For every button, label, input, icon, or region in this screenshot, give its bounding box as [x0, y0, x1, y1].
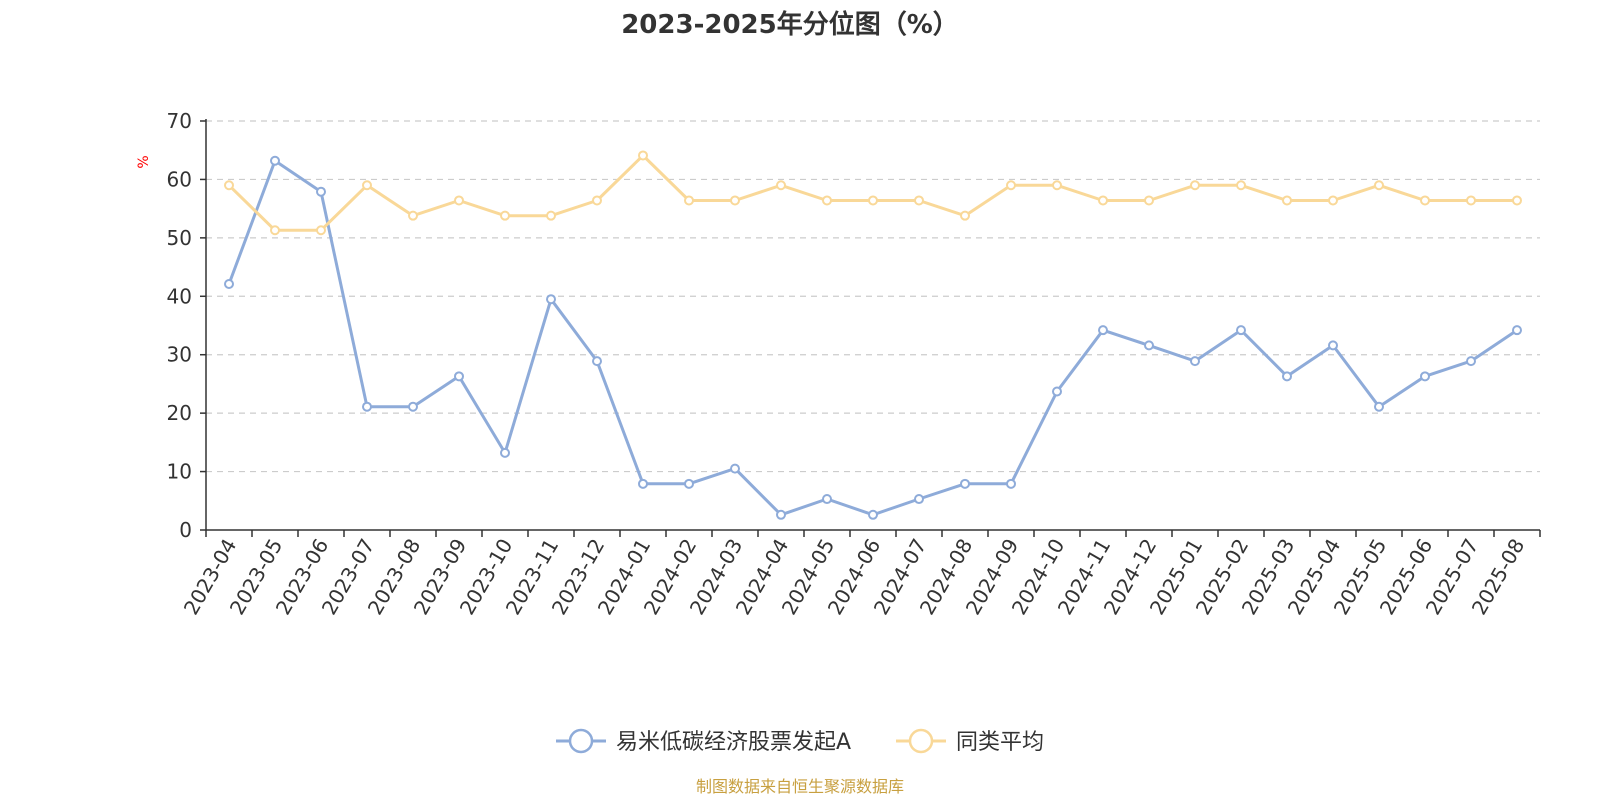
data-point[interactable]: [960, 478, 970, 489]
legend-label: 同类平均: [956, 730, 1044, 755]
chart-title: 2023-2025年分位图（%）: [621, 9, 959, 40]
data-point[interactable]: [1328, 340, 1338, 351]
legend[interactable]: 易米低碳经济股票发起A 同类平均: [556, 728, 1044, 755]
series-line: [227, 154, 1519, 232]
data-point[interactable]: [592, 195, 602, 206]
axes: 0102030405060702023-042023-052023-062023…: [167, 109, 1541, 619]
data-point[interactable]: [1144, 195, 1154, 206]
series-2: [224, 150, 1522, 236]
data-point[interactable]: [684, 478, 694, 489]
y-axis-unit-label: %: [136, 155, 152, 168]
data-point[interactable]: [454, 371, 464, 382]
y-tick-label: 40: [167, 284, 192, 308]
data-point[interactable]: [270, 225, 280, 236]
data-point[interactable]: [822, 494, 832, 505]
data-point[interactable]: [1466, 356, 1476, 367]
data-point[interactable]: [1420, 195, 1430, 206]
data-point[interactable]: [500, 210, 510, 221]
data-point[interactable]: [270, 155, 280, 166]
data-source-note: 制图数据来自恒生聚源数据库: [696, 777, 904, 796]
data-point[interactable]: [1420, 371, 1430, 382]
data-point[interactable]: [868, 195, 878, 206]
data-point[interactable]: [362, 401, 372, 412]
data-point[interactable]: [914, 494, 924, 505]
data-point[interactable]: [316, 186, 326, 197]
data-point[interactable]: [1236, 325, 1246, 336]
y-tick-label: 50: [167, 226, 192, 250]
data-point[interactable]: [316, 225, 326, 236]
data-point[interactable]: [224, 180, 234, 191]
data-point[interactable]: [822, 195, 832, 206]
y-tick-label: 20: [167, 401, 192, 425]
series-1: [224, 155, 1522, 520]
data-point[interactable]: [454, 195, 464, 206]
data-point[interactable]: [224, 279, 234, 290]
data-point[interactable]: [1236, 180, 1246, 191]
data-point[interactable]: [914, 195, 924, 206]
data-point[interactable]: [546, 294, 556, 305]
y-tick-label: 70: [167, 109, 192, 133]
data-point[interactable]: [1512, 195, 1522, 206]
legend-marker-icon: [908, 728, 934, 754]
legend-item-1[interactable]: 易米低碳经济股票发起A: [556, 728, 851, 755]
data-point[interactable]: [730, 195, 740, 206]
data-point[interactable]: [776, 180, 786, 191]
data-point[interactable]: [1006, 478, 1016, 489]
data-point[interactable]: [1190, 356, 1200, 367]
data-point[interactable]: [638, 478, 648, 489]
series-lines: [224, 150, 1522, 520]
data-point[interactable]: [408, 210, 418, 221]
y-tick-label: 10: [167, 460, 192, 484]
data-point[interactable]: [960, 210, 970, 221]
legend-marker-icon: [568, 728, 594, 754]
data-point[interactable]: [1098, 195, 1108, 206]
data-point[interactable]: [1282, 195, 1292, 206]
data-point[interactable]: [1052, 180, 1062, 191]
data-point[interactable]: [408, 401, 418, 412]
y-tick-label: 60: [167, 167, 192, 191]
data-point[interactable]: [730, 463, 740, 474]
data-point[interactable]: [592, 356, 602, 367]
data-point[interactable]: [868, 509, 878, 520]
data-point[interactable]: [1282, 371, 1292, 382]
data-point[interactable]: [1512, 325, 1522, 336]
data-point[interactable]: [776, 509, 786, 520]
data-point[interactable]: [1190, 180, 1200, 191]
data-point[interactable]: [1374, 401, 1384, 412]
data-point[interactable]: [1374, 180, 1384, 191]
legend-item-2[interactable]: 同类平均: [896, 728, 1044, 755]
data-point[interactable]: [546, 210, 556, 221]
data-point[interactable]: [1328, 195, 1338, 206]
data-point[interactable]: [1098, 325, 1108, 336]
data-point[interactable]: [684, 195, 694, 206]
data-point[interactable]: [1466, 195, 1476, 206]
grid-lines: [206, 120, 1540, 473]
data-point[interactable]: [362, 180, 372, 191]
data-point[interactable]: [500, 447, 510, 458]
y-tick-label: 30: [167, 343, 192, 367]
data-point[interactable]: [1006, 180, 1016, 191]
data-point[interactable]: [1144, 340, 1154, 351]
data-point[interactable]: [1052, 386, 1062, 397]
y-tick-label: 0: [179, 518, 192, 542]
legend-label: 易米低碳经济股票发起A: [616, 730, 851, 755]
data-point[interactable]: [638, 150, 648, 161]
